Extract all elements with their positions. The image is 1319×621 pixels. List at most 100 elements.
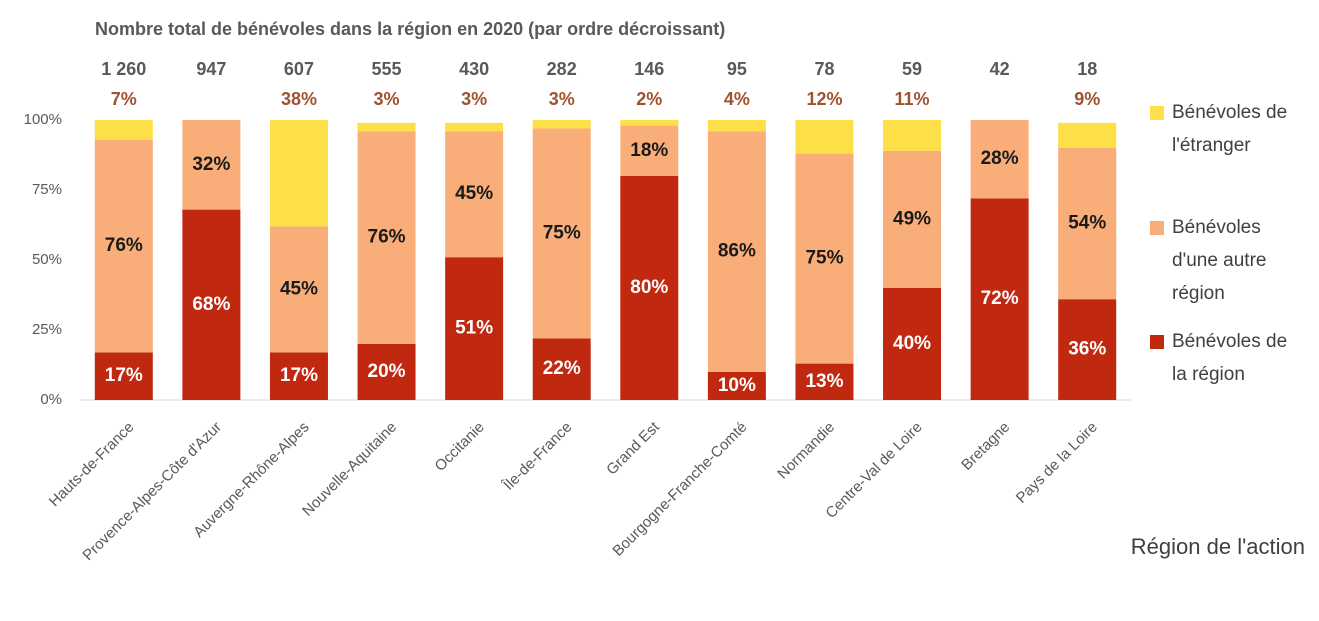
bar-segment: [357, 131, 416, 344]
value-label: 3%: [461, 89, 487, 109]
value-label: 45%: [280, 278, 318, 299]
bar-segment: [1058, 148, 1117, 300]
bar-segment: [269, 352, 328, 400]
bar-segment: [1058, 299, 1117, 400]
x-tick-label: Île-de-France: [500, 419, 576, 495]
value-label: 7%: [111, 89, 137, 109]
total-label: 146: [634, 59, 664, 79]
x-tick-label: Pays de la Loire: [1013, 419, 1101, 507]
x-tick-label: Provence-Alpes-Côte d'Azur: [79, 419, 225, 565]
x-tick-label: Hauts-de-France: [46, 419, 138, 511]
value-label: 18%: [630, 140, 668, 161]
y-tick-label: 50%: [32, 251, 62, 268]
value-label: 76%: [368, 227, 406, 248]
total-label: 282: [547, 59, 577, 79]
bar-segment: [795, 120, 854, 154]
value-label: 4%: [724, 89, 750, 109]
y-tick-label: 25%: [32, 321, 62, 338]
legend-label: Bénévoles de la région: [1172, 331, 1288, 385]
value-label: 12%: [806, 89, 842, 109]
value-label: 72%: [981, 288, 1019, 309]
value-label: 75%: [805, 248, 843, 269]
bar-segment: [532, 120, 591, 129]
legend-swatch: [1150, 335, 1164, 349]
bar-segment: [1058, 122, 1117, 148]
value-label: 20%: [368, 361, 406, 382]
x-tick-label: Grand Est: [603, 418, 663, 478]
value-label: 36%: [1068, 339, 1106, 360]
value-label: 75%: [543, 222, 581, 243]
legend-swatch: [1150, 106, 1164, 120]
value-label: 40%: [893, 333, 931, 354]
bar-segment: [94, 139, 153, 353]
total-label: 95: [727, 59, 747, 79]
value-label: 45%: [455, 183, 493, 204]
bar-segment: [532, 128, 591, 339]
bar-segment: [357, 344, 416, 400]
y-tick-label: 100%: [24, 111, 62, 128]
bar-segment: [445, 257, 504, 400]
x-axis-title: Région de l'action: [1131, 534, 1305, 559]
value-label: 76%: [105, 235, 143, 256]
bar-segment: [707, 120, 766, 132]
total-label: 59: [902, 59, 922, 79]
y-tick-label: 0%: [40, 391, 62, 408]
bar-segment: [970, 198, 1029, 400]
total-label: 947: [196, 59, 226, 79]
bar-segment: [620, 120, 679, 126]
value-label: 22%: [543, 358, 581, 379]
bar-segment: [532, 338, 591, 400]
total-label: 430: [459, 59, 489, 79]
bar-segment: [707, 372, 766, 400]
y-tick-label: 75%: [32, 181, 62, 198]
value-label: 68%: [192, 294, 230, 315]
bar-segment: [620, 176, 679, 400]
x-tick-label: Nouvelle-Aquitaine: [299, 419, 400, 520]
value-label: 32%: [192, 154, 230, 175]
value-label: 28%: [981, 148, 1019, 169]
value-label: 13%: [805, 371, 843, 392]
total-label: 18: [1077, 59, 1097, 79]
x-tick-label: Occitanie: [432, 419, 488, 475]
bar-segment: [94, 352, 153, 400]
bar-segment: [707, 131, 766, 372]
bar-segment: [795, 363, 854, 400]
x-tick-label: Normandie: [774, 419, 838, 483]
chart-title: Nombre total de bénévoles dans la région…: [95, 19, 725, 39]
value-label: 11%: [895, 89, 930, 109]
value-label: 80%: [630, 277, 668, 298]
value-label: 17%: [280, 365, 318, 386]
value-label: 2%: [636, 89, 662, 109]
x-tick-label: Centre-Val de Loire: [822, 419, 925, 522]
value-label: 51%: [455, 318, 493, 339]
bar-segment: [883, 288, 942, 400]
total-label: 607: [284, 59, 314, 79]
value-label: 54%: [1068, 213, 1106, 234]
bar-segment: [445, 122, 504, 132]
bar-segment: [182, 120, 241, 210]
value-label: 49%: [893, 208, 931, 229]
value-label: 17%: [105, 365, 143, 386]
value-label: 3%: [374, 89, 400, 109]
total-label: 1 260: [101, 59, 146, 79]
x-tick-label: Bretagne: [958, 419, 1013, 474]
bar-segment: [357, 122, 416, 132]
bar-segment: [883, 120, 942, 151]
total-label: 555: [372, 59, 402, 79]
total-label: 78: [814, 59, 834, 79]
legend-swatch: [1150, 221, 1164, 235]
bar-segment: [445, 131, 504, 258]
value-label: 86%: [718, 241, 756, 262]
bar-segment: [182, 209, 241, 400]
value-label: 3%: [549, 89, 575, 109]
bar-segment: [620, 125, 679, 176]
bar-segment: [970, 120, 1029, 199]
bar-segment: [795, 153, 854, 364]
value-label: 10%: [718, 375, 756, 396]
value-label: 9%: [1074, 89, 1100, 109]
total-label: 42: [990, 59, 1010, 79]
bar-segment: [269, 120, 328, 227]
bar-segment: [94, 120, 153, 140]
